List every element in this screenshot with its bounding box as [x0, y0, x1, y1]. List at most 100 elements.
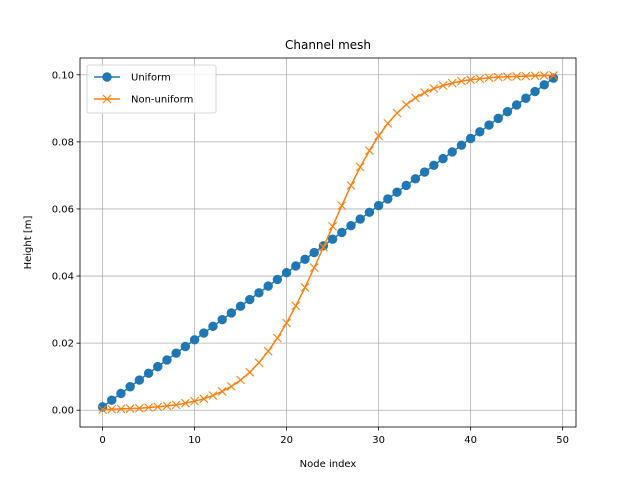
x-tick-label: 20 [280, 435, 293, 446]
y-tick-label: 0.06 [52, 204, 74, 215]
data-point [116, 404, 126, 414]
data-point [144, 403, 153, 412]
data-point [512, 72, 522, 81]
y-tick-label: 0.08 [52, 137, 74, 148]
data-point [373, 200, 384, 211]
data-point [365, 146, 374, 155]
data-point [549, 71, 558, 80]
legend-marker [102, 72, 112, 82]
data-point [171, 348, 181, 358]
data-point [374, 131, 384, 141]
data-point [493, 72, 503, 82]
data-point [429, 84, 439, 93]
data-point [484, 120, 494, 130]
data-point [272, 333, 282, 343]
data-point [465, 133, 476, 144]
data-point [447, 147, 457, 157]
data-point [411, 93, 420, 103]
data-point [521, 71, 531, 81]
legend: Uniform Non-uniform [86, 64, 217, 114]
data-point [337, 201, 347, 210]
data-point [401, 180, 411, 191]
data-point [346, 221, 356, 231]
data-point [153, 361, 163, 372]
x-tick-label: 40 [464, 435, 477, 446]
data-point [153, 402, 163, 412]
data-point [199, 328, 209, 338]
data-point [162, 401, 172, 411]
data-point [245, 367, 255, 377]
data-point [502, 106, 513, 117]
data-point [328, 222, 337, 231]
grid-layer [80, 58, 576, 427]
data-point [346, 181, 356, 190]
data-point [419, 167, 430, 177]
x-axis-label: Node index [300, 459, 357, 470]
y-tick-label: 0.00 [52, 406, 74, 417]
data-point [503, 72, 512, 82]
data-point [180, 398, 190, 408]
data-point [180, 341, 191, 352]
series-layer [97, 71, 559, 414]
chart-title: Channel mesh [285, 38, 371, 52]
data-point [107, 395, 117, 405]
data-point [484, 73, 494, 83]
data-point [392, 187, 402, 197]
data-point [199, 394, 209, 404]
data-point [125, 382, 135, 392]
data-point [291, 301, 301, 311]
data-point [530, 86, 540, 97]
data-point [327, 234, 338, 244]
legend-label: Non-uniform [131, 95, 193, 106]
data-point [235, 301, 246, 311]
y-tick-label: 0.02 [52, 339, 74, 350]
y-axis-label: Height [m] [23, 216, 34, 270]
x-tick-label: 30 [372, 435, 385, 446]
data-point [493, 113, 503, 124]
tick-layer: 0 10 20 30 40 50 0.00 0.02 0.04 0.06 0.08 0.10 [52, 70, 569, 446]
series-non-uniform [98, 71, 558, 414]
data-point [263, 346, 273, 356]
data-point [364, 207, 375, 218]
data-point [263, 281, 273, 291]
data-point [217, 387, 227, 396]
axes-frame [79, 57, 577, 428]
data-point [226, 308, 237, 318]
data-point [291, 261, 301, 271]
data-point [282, 318, 291, 328]
legend-label: Uniform [131, 73, 171, 84]
data-point [98, 405, 107, 414]
data-point [254, 358, 264, 367]
data-point [300, 254, 310, 264]
data-point [226, 382, 236, 391]
data-point [420, 88, 430, 97]
data-point [401, 100, 411, 110]
data-point [116, 388, 126, 399]
data-point [447, 78, 457, 88]
data-point [217, 314, 227, 325]
data-point [134, 403, 144, 413]
data-point [539, 80, 549, 90]
data-point [272, 274, 283, 285]
y-tick-label: 0.10 [52, 70, 74, 81]
data-point [134, 375, 145, 385]
data-point [438, 81, 448, 90]
data-point [171, 400, 181, 410]
series-line [102, 74, 554, 411]
data-point [539, 71, 549, 80]
x-tick-label: 50 [556, 435, 569, 446]
data-point [457, 76, 466, 86]
data-point [245, 294, 255, 305]
data-point [466, 75, 476, 85]
data-point [281, 267, 292, 278]
data-point [475, 74, 485, 84]
y-tick-label: 0.04 [52, 272, 74, 283]
data-point [300, 283, 310, 292]
data-point [475, 127, 485, 137]
data-point [438, 153, 448, 164]
data-point [456, 140, 467, 150]
data-point [392, 108, 402, 118]
data-point [511, 100, 522, 110]
data-point [254, 288, 264, 298]
